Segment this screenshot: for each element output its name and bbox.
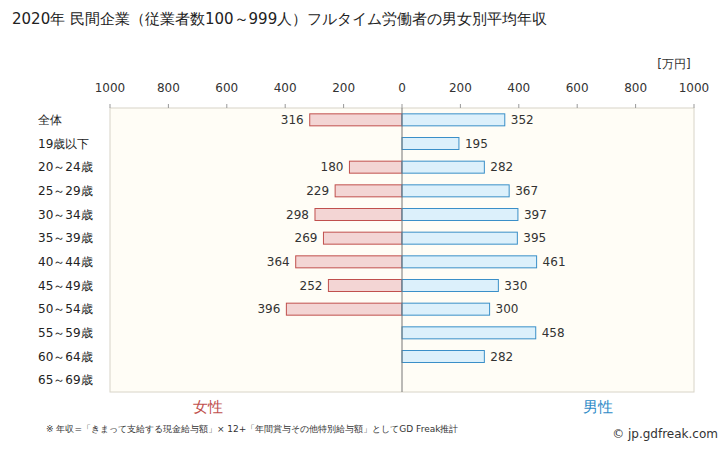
tick-label: 1000 [679,81,710,95]
tick-label: 600 [215,81,238,95]
axis-line [402,108,403,392]
data-label: 395 [523,231,546,245]
bar [296,256,402,268]
tick-label: 400 [507,81,530,95]
tick [635,104,636,108]
tick [577,104,578,108]
data-label: 316 [281,113,304,127]
tick [694,104,695,108]
tick-label: 0 [398,81,406,95]
category-label: 35～39歳 [38,231,93,245]
data-label: 282 [490,350,513,364]
bar [310,114,402,126]
category-label: 40～44歳 [38,255,93,269]
data-label: 396 [257,302,280,316]
tick [226,104,227,108]
plot-area [110,108,694,392]
bar [286,303,402,315]
category-label: 65～69歳 [38,373,93,387]
category-label: 45～49歳 [38,279,93,293]
data-label: 195 [465,137,488,151]
data-label: 300 [496,302,519,316]
tick-label: 1000 [95,81,126,95]
title: 2020年 民間企業（従業者数100～999人）フルタイム労働者の男女別平均年収 [12,10,547,28]
bar [335,185,402,197]
tick [285,104,286,108]
category-label: 全体 [38,113,62,127]
data-label: 252 [300,279,323,293]
tick-label: 800 [157,81,180,95]
tick [460,104,461,108]
category-label: 60～64歳 [38,350,93,364]
category-label: 50～54歳 [38,302,93,316]
category-label: 25～29歳 [38,184,93,198]
bar [349,161,402,173]
tick-label: 600 [566,81,589,95]
data-label: 364 [267,255,290,269]
data-label: 180 [321,160,344,174]
data-label: 352 [511,113,534,127]
bar [402,185,509,197]
data-label: 282 [490,160,513,174]
bar [402,114,505,126]
category-label: 30～34歳 [38,208,93,222]
labels: 全体 316 352 19歳以下 195 20～24歳 180 282 25～29歳 229 367… [38,113,566,387]
tick-label: 200 [449,81,472,95]
legend-label: 男性 [583,398,613,416]
source: © jp.gdfreak.com [612,427,718,441]
data-label: 298 [286,208,309,222]
data-label: 458 [542,326,565,340]
data-label: 269 [295,231,318,245]
bars [286,114,536,363]
category-label: 55～59歳 [38,326,93,340]
category-label: 20～24歳 [38,160,93,174]
tick [110,104,111,108]
axis-label: [万円] [657,57,690,71]
bar [402,161,484,173]
bar [402,351,484,363]
data-label: 330 [504,279,527,293]
tick [402,104,403,108]
tick-label: 800 [624,81,647,95]
note: ※ 年収=「きまって支給する現金給与額」× 12+「年間賞与その他特別給与額」と… [46,424,458,434]
tick [518,104,519,108]
tick [343,104,344,108]
chart: 2020年 民間企業（従業者数100～999人）フルタイム労働者の男女別平均年収… [0,0,728,451]
data-label: 229 [306,184,329,198]
bar [402,232,517,244]
tick [168,104,169,108]
bar [402,209,518,221]
bar [402,327,536,339]
bar [402,256,537,268]
data-label: 397 [524,208,547,222]
category-label: 19歳以下 [38,137,89,151]
bar [402,303,490,315]
legend-label: 女性 [193,398,223,416]
data-label: 367 [515,184,538,198]
tick-label: 200 [332,81,355,95]
bar [402,138,459,150]
bar [328,280,402,292]
bar [402,280,498,292]
tick-label: 400 [274,81,297,95]
bar [315,209,402,221]
data-label: 461 [543,255,566,269]
bar [323,232,402,244]
